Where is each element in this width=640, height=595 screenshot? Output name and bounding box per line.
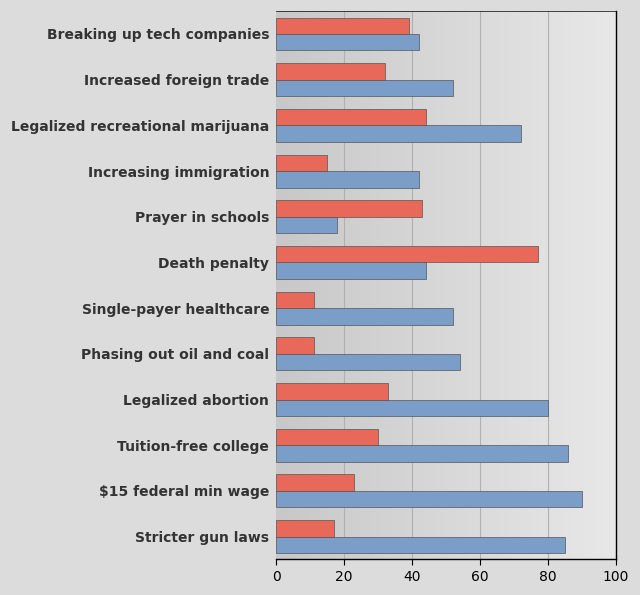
Bar <box>276 308 452 325</box>
Bar <box>276 155 327 171</box>
Bar <box>276 383 388 399</box>
Bar <box>276 171 419 187</box>
Bar <box>276 445 568 462</box>
Bar <box>276 201 422 217</box>
Bar <box>276 399 548 416</box>
Bar <box>276 474 355 491</box>
Bar <box>276 537 564 553</box>
Bar <box>276 34 419 51</box>
Bar <box>276 292 314 308</box>
Bar <box>276 126 521 142</box>
Bar <box>276 262 426 279</box>
Bar <box>276 429 378 445</box>
Bar <box>276 337 314 354</box>
Bar <box>276 354 460 370</box>
Bar <box>276 109 426 126</box>
Bar <box>276 63 385 80</box>
Bar <box>276 246 538 262</box>
Bar <box>276 17 409 34</box>
Bar <box>276 491 582 508</box>
Bar <box>276 217 337 233</box>
Bar <box>276 520 334 537</box>
Bar <box>276 80 452 96</box>
